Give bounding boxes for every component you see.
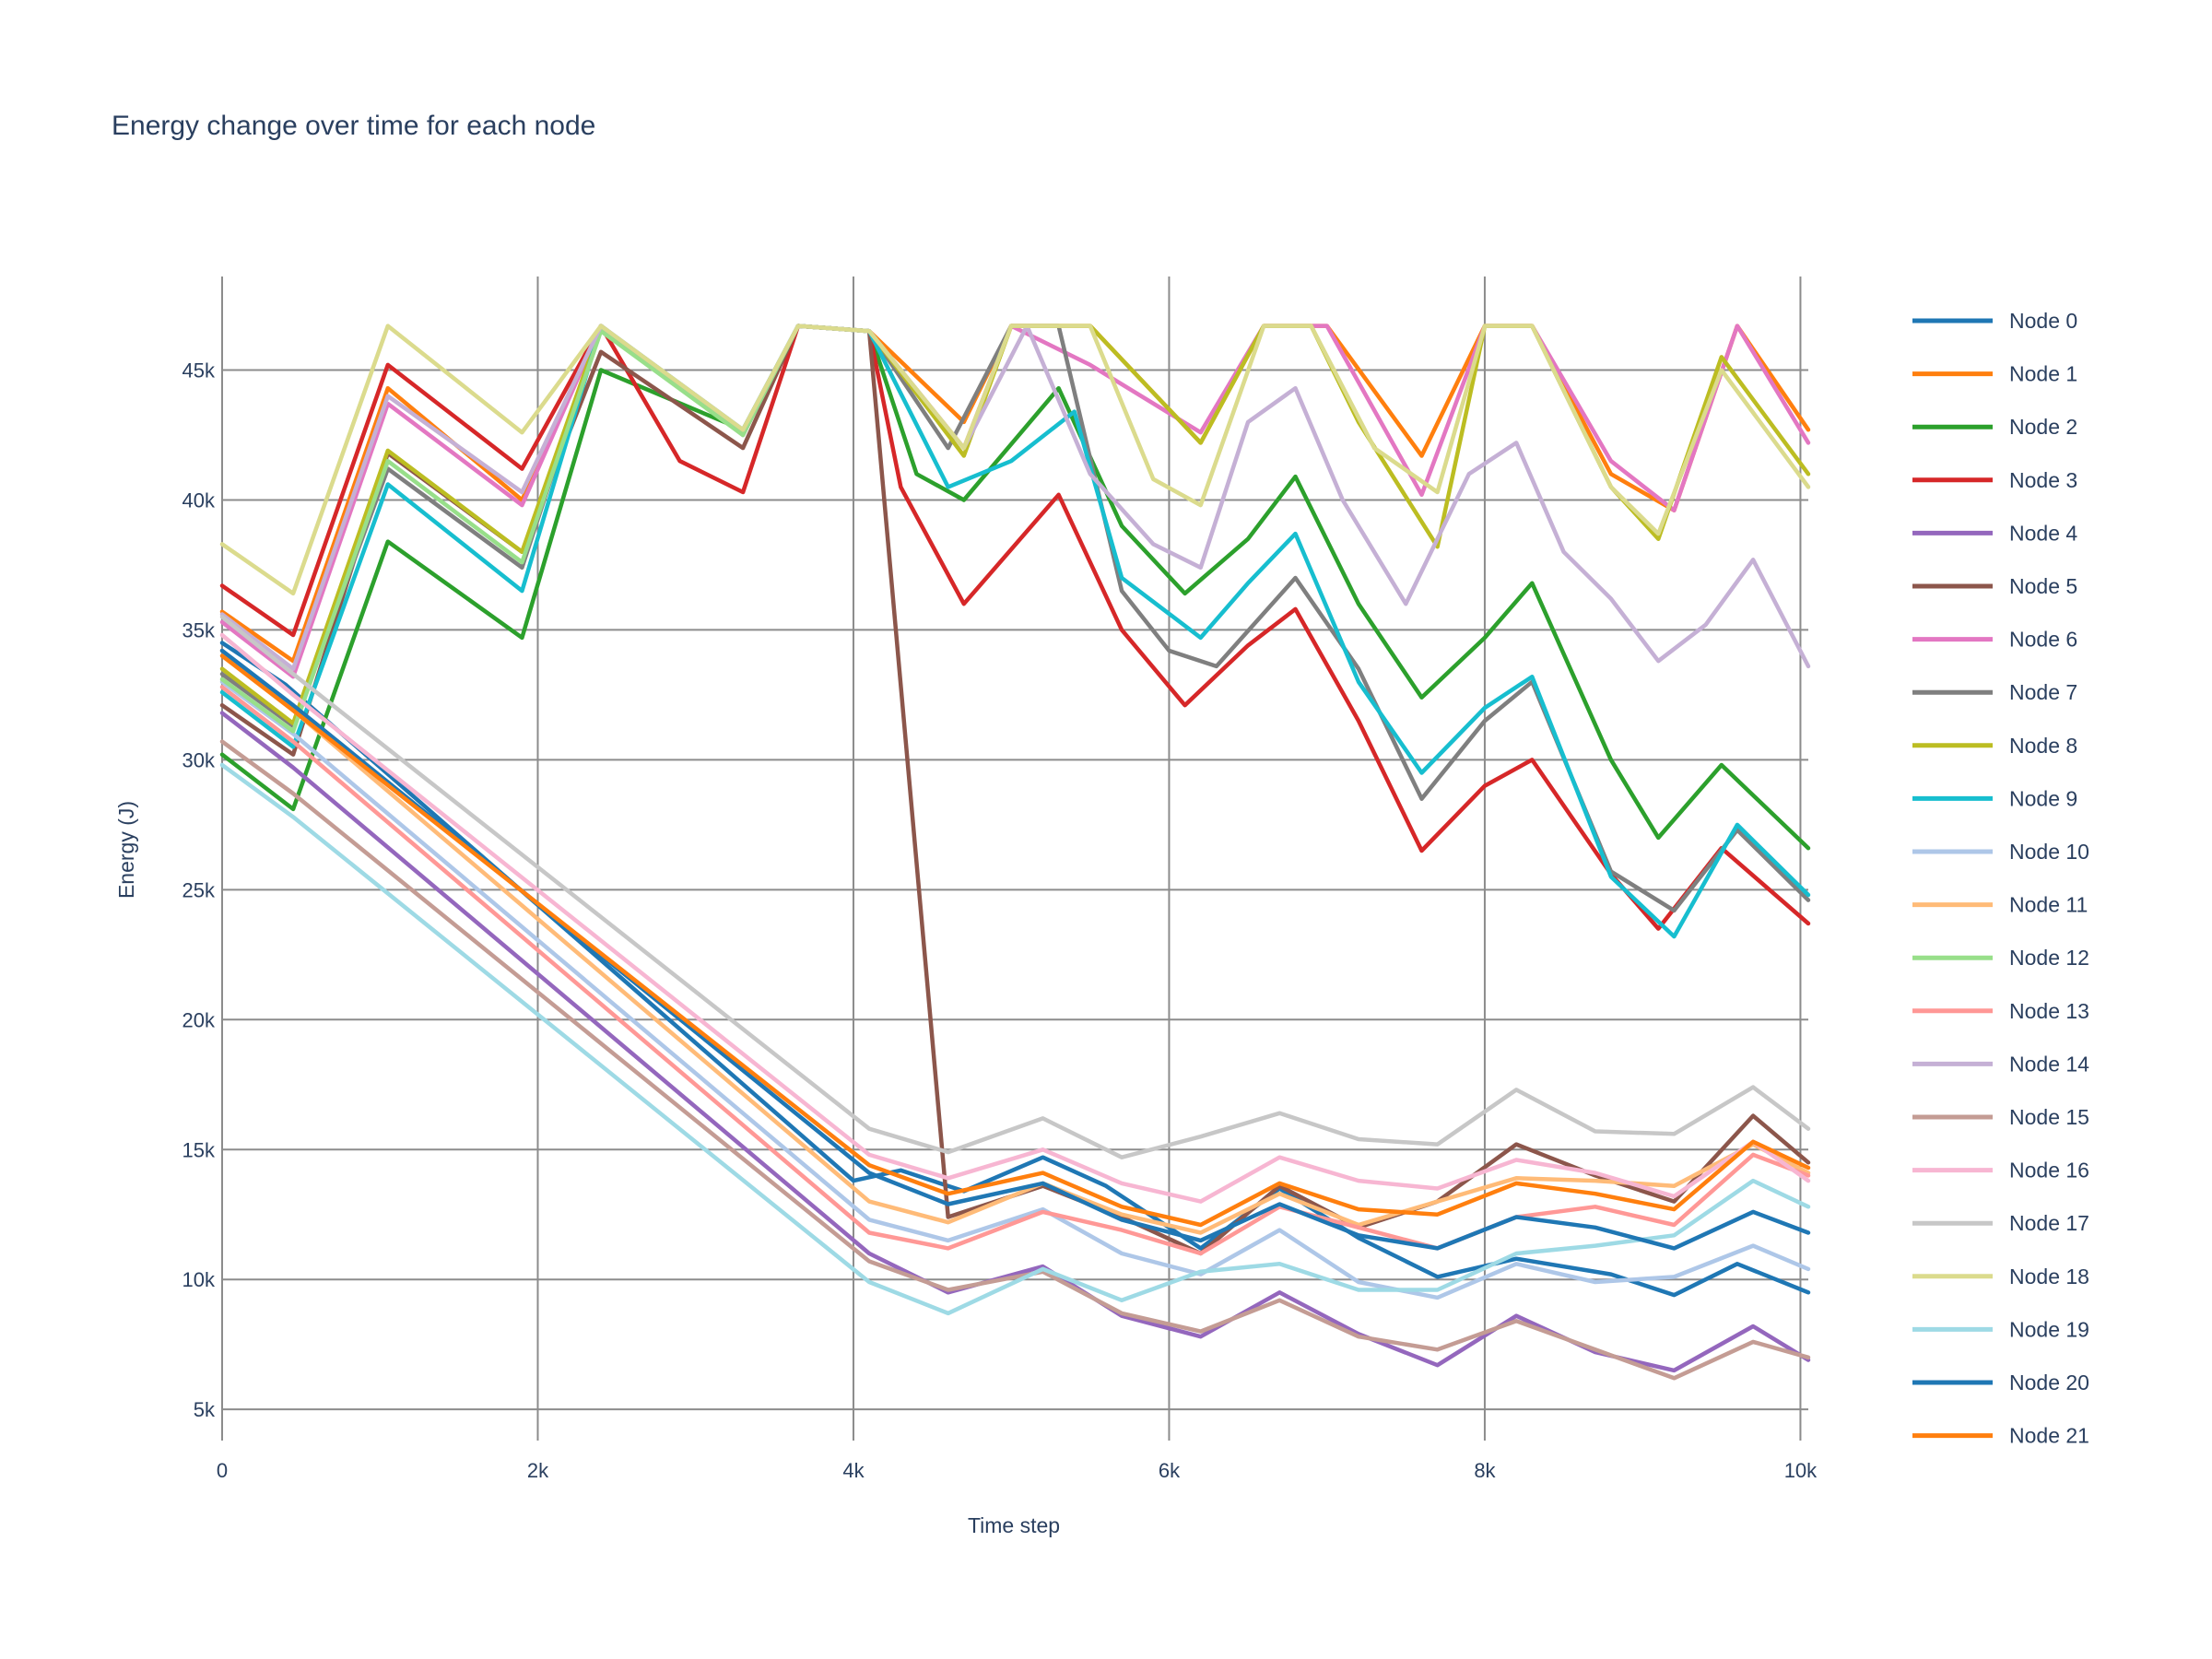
- y-tick-label: 35k: [182, 618, 216, 641]
- series-line-node-20: [219, 648, 1811, 1251]
- legend-item[interactable]: Node 12: [1912, 946, 2089, 970]
- x-tick-label: 6k: [1159, 1459, 1181, 1482]
- y-tick-label: 15k: [182, 1138, 216, 1161]
- series-line-node-7: [219, 324, 1811, 913]
- legend-item[interactable]: Node 7: [1912, 680, 2077, 704]
- legend-item[interactable]: Node 21: [1912, 1424, 2089, 1448]
- x-tick-label: 8k: [1474, 1459, 1496, 1482]
- legend-label: Node 4: [2009, 521, 2077, 545]
- legend-label: Node 6: [2009, 628, 2077, 652]
- legend-item[interactable]: Node 17: [1912, 1211, 2089, 1235]
- legend-item[interactable]: Node 3: [1912, 468, 2077, 492]
- legend-label: Node 16: [2009, 1159, 2089, 1182]
- legend-label: Node 9: [2009, 786, 2077, 810]
- legend-item[interactable]: Node 0: [1912, 309, 2077, 333]
- legend-item[interactable]: Node 5: [1912, 574, 2077, 598]
- y-axis-title: Energy (J): [114, 801, 138, 899]
- legend-label: Node 19: [2009, 1317, 2089, 1341]
- legend-label: Node 7: [2009, 680, 2077, 704]
- x-axis-title: Time step: [968, 1513, 1060, 1537]
- x-tick-label: 0: [217, 1459, 228, 1482]
- y-tick-label: 5k: [194, 1398, 216, 1421]
- series-line-node-17: [219, 615, 1811, 1159]
- legend-item[interactable]: Node 11: [1912, 893, 2088, 917]
- legend-item[interactable]: Node 20: [1912, 1371, 2089, 1394]
- legend-item[interactable]: Node 16: [1912, 1159, 2089, 1182]
- y-tick-label: 45k: [182, 359, 216, 382]
- series-line-node-0: [219, 641, 1811, 1298]
- series-line-node-2: [219, 324, 1811, 851]
- legend-item[interactable]: Node 6: [1912, 628, 2077, 652]
- y-tick-label: 10k: [182, 1268, 216, 1291]
- legend-item[interactable]: Node 1: [1912, 362, 2077, 386]
- legend-label: Node 11: [2009, 893, 2088, 917]
- series-line-node-5: [219, 324, 1811, 1256]
- y-tick-label: 25k: [182, 878, 216, 901]
- legend-item[interactable]: Node 19: [1912, 1317, 2089, 1341]
- legend-item[interactable]: Node 4: [1912, 521, 2077, 545]
- series-line-node-13: [219, 685, 1811, 1256]
- x-tick-label: 4k: [842, 1459, 865, 1482]
- legend-item[interactable]: Node 10: [1912, 840, 2089, 864]
- series-layer: [219, 324, 1811, 1381]
- legend-label: Node 0: [2009, 309, 2077, 333]
- legend-label: Node 21: [2009, 1424, 2089, 1448]
- x-tick-label: 2k: [527, 1459, 549, 1482]
- legend-label: Node 10: [2009, 840, 2089, 864]
- legend-label: Node 8: [2009, 734, 2077, 758]
- legend: Node 0 Node 1 Node 2 Node 3 Node 4 Node 5 Node…: [1912, 309, 2089, 1448]
- legend-label: Node 18: [2009, 1265, 2089, 1288]
- legend-label: Node 3: [2009, 468, 2077, 492]
- x-axis-ticks: 0 2k 4k 6k 8k 10k: [217, 1459, 1818, 1482]
- legend-item[interactable]: Node 2: [1912, 415, 2077, 439]
- y-tick-label: 40k: [182, 488, 216, 512]
- legend-label: Node 1: [2009, 362, 2077, 386]
- series-line-node-1: [219, 324, 1811, 664]
- series-line-node-16: [219, 632, 1811, 1204]
- series-line-node-9: [219, 324, 1811, 939]
- series-line-node-10: [219, 679, 1811, 1300]
- legend-label: Node 20: [2009, 1371, 2089, 1394]
- series-line-node-21: [219, 653, 1811, 1228]
- series-line-node-4: [219, 711, 1811, 1373]
- legend-label: Node 14: [2009, 1052, 2089, 1076]
- y-tick-label: 30k: [182, 748, 216, 771]
- series-line-node-6: [219, 324, 1811, 679]
- legend-label: Node 5: [2009, 574, 2077, 598]
- legend-item[interactable]: Node 9: [1912, 786, 2077, 810]
- grid: [221, 276, 1808, 1441]
- legend-label: Node 12: [2009, 946, 2089, 970]
- series-line-node-15: [219, 739, 1811, 1381]
- legend-label: Node 2: [2009, 415, 2077, 439]
- legend-item[interactable]: Node 14: [1912, 1052, 2089, 1076]
- legend-label: Node 13: [2009, 999, 2089, 1023]
- x-tick-label: 10k: [1784, 1459, 1818, 1482]
- chart-title: Energy change over time for each node: [112, 111, 596, 141]
- y-tick-label: 20k: [182, 1008, 216, 1031]
- legend-label: Node 17: [2009, 1211, 2089, 1235]
- series-line-node-18: [219, 324, 1811, 596]
- series-line-node-19: [219, 762, 1811, 1316]
- legend-label: Node 15: [2009, 1105, 2089, 1129]
- series-line-node-11: [219, 648, 1811, 1235]
- series-line-node-14: [219, 324, 1811, 671]
- y-axis-ticks: 5k 10k 15k 20k 25k 30k 35k 40k 45k: [182, 359, 216, 1421]
- legend-item[interactable]: Node 13: [1912, 999, 2089, 1023]
- legend-item[interactable]: Node 18: [1912, 1265, 2089, 1288]
- legend-item[interactable]: Node 15: [1912, 1105, 2089, 1129]
- legend-item[interactable]: Node 8: [1912, 734, 2077, 758]
